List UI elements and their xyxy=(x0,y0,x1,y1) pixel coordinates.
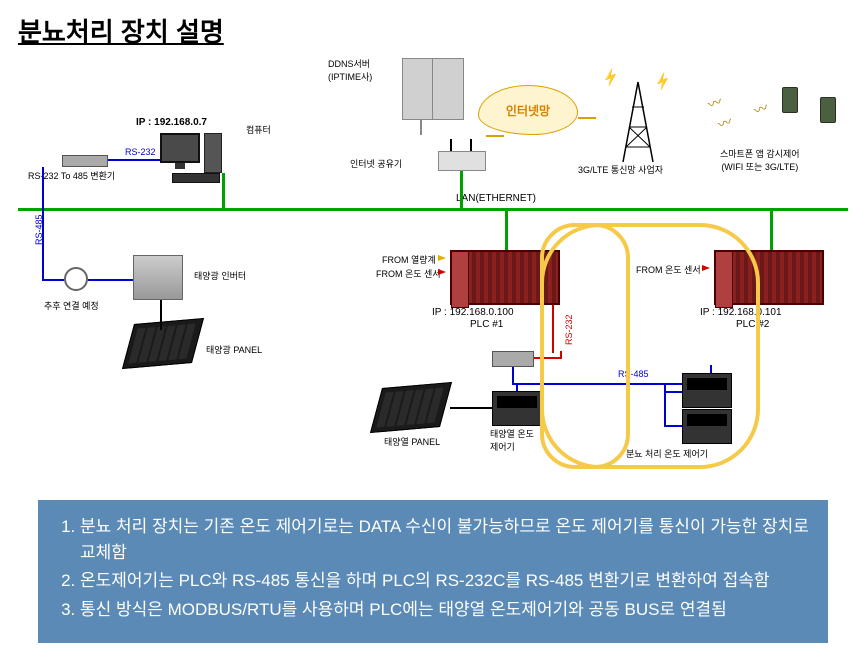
note-item-2: 온도제어기는 PLC와 RS-485 통신을 하며 PLC의 RS-232C를 … xyxy=(80,568,810,594)
future-label: 추후 연결 예정 xyxy=(44,299,99,312)
future-conn-node xyxy=(64,267,88,291)
phone-label: 스마트폰 앱 감시제어 (WIFI 또는 3G/LTE) xyxy=(720,147,800,173)
monitor xyxy=(160,133,200,169)
notes-box: 분뇨 처리 장치는 기존 온도 제어기로는 DATA 수신이 불가능하므로 온도… xyxy=(38,500,828,643)
ddns-label: DDNS서버 (IPTIME사) xyxy=(328,57,372,83)
pc-tower xyxy=(204,133,222,173)
solar-ctrl-conn xyxy=(516,383,518,391)
pc-to-lan xyxy=(222,173,225,209)
pc-ip: IP : 192.168.0.7 xyxy=(136,117,207,128)
highlight-wide xyxy=(540,223,760,469)
ddns-server-2 xyxy=(432,58,464,120)
from-heat-label: FROM 열량계 xyxy=(382,253,436,266)
panel1-line xyxy=(160,300,162,330)
plc1-name: PLC #1 xyxy=(470,319,503,330)
solar-ctrl-label: 태양열 온도 제어기 xyxy=(490,427,534,453)
phone-wave-2: 〰 xyxy=(715,111,735,135)
router-antenna-1 xyxy=(450,139,452,151)
ddns-conn xyxy=(420,120,422,135)
computer-label: 컴퓨터 xyxy=(246,123,271,136)
plc1-ip: IP : 192.168.0.100 xyxy=(432,307,514,318)
solar-panel-2 xyxy=(370,382,452,433)
router-label: 인터넷 공유기 xyxy=(350,157,402,170)
router-to-lan xyxy=(460,171,463,209)
rs232-line xyxy=(108,159,160,161)
panel2-label: 태양열 PANEL xyxy=(384,435,440,448)
plc1-to-lan xyxy=(505,210,508,250)
internet-cloud: 인터넷망 xyxy=(478,85,578,135)
network-diagram: LAN(ETHERNET) DDNS서버 (IPTIME사) 인터넷망 인터넷 … xyxy=(0,55,865,440)
router xyxy=(438,151,486,171)
lan-line xyxy=(18,208,848,211)
cell-tower xyxy=(618,77,658,172)
phone-wave-3: 〰 xyxy=(751,97,771,121)
panel1-label: 태양광 PANEL xyxy=(206,343,262,356)
keyboard xyxy=(172,173,220,183)
rs232-label: RS-232 xyxy=(125,147,156,157)
solar-panel-1 xyxy=(122,318,204,369)
rs485-converter xyxy=(62,155,108,167)
rs485-down xyxy=(512,367,514,383)
solar-temp-controller xyxy=(492,391,542,426)
phone-wave-1: 〰 xyxy=(705,91,725,115)
temp-arrow xyxy=(438,269,446,275)
converter-box xyxy=(492,351,534,367)
carrier-label: 3G/LTE 통신망 사업자 xyxy=(578,163,663,176)
note-item-1: 분뇨 처리 장치는 기존 온도 제어기로는 DATA 수신이 불가능하므로 온도… xyxy=(80,514,810,567)
heat-arrow xyxy=(438,255,446,261)
phone-1 xyxy=(782,87,798,113)
from-temp-label: FROM 온도 센서 xyxy=(376,267,441,280)
cloud-to-tower xyxy=(578,117,596,119)
note-item-3: 통신 방식은 MODBUS/RTU를 사용하며 PLC에는 태양열 온도제어기와… xyxy=(80,597,810,623)
panel2-to-ctrl xyxy=(450,407,492,409)
phone-2 xyxy=(820,97,836,123)
solar-inverter xyxy=(133,255,183,300)
inverter-label: 태양광 인버터 xyxy=(194,269,246,282)
plc2-to-lan xyxy=(770,210,773,250)
router-antenna-2 xyxy=(470,139,472,151)
lan-label: LAN(ETHERNET) xyxy=(456,193,536,204)
future-h2 xyxy=(88,279,134,281)
router-to-cloud xyxy=(486,135,504,137)
rs485-v-label: RS-485 xyxy=(34,214,44,245)
page-title: 분뇨처리 장치 설명 xyxy=(18,12,224,49)
future-h1 xyxy=(42,279,64,281)
